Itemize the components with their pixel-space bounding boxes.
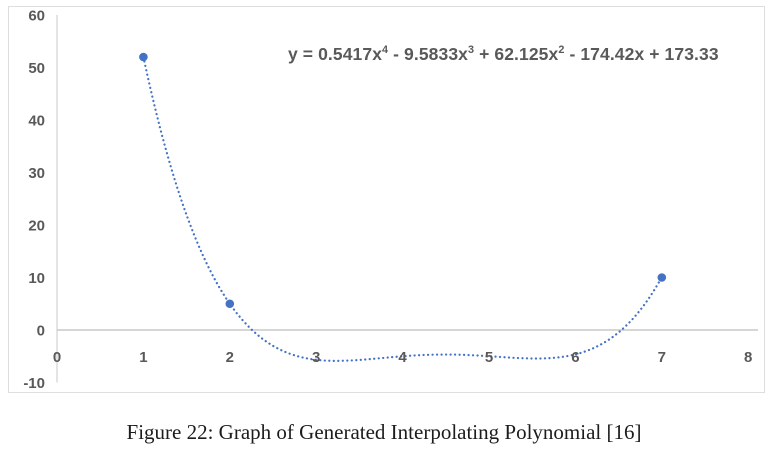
x-axis-tick-label: 5 (485, 349, 493, 366)
equation-text: - 9.5833x (388, 44, 468, 64)
y-axis-tick-label: 40 (28, 112, 45, 129)
data-point-marker (139, 52, 148, 62)
x-axis-tick-label: 7 (658, 349, 666, 366)
x-axis-tick-label: 0 (53, 349, 61, 366)
x-axis-tick-label: 6 (571, 349, 579, 366)
trendline-curve (142, 55, 663, 362)
equation-exponent: 3 (468, 44, 475, 57)
equation-exponent: 2 (558, 44, 565, 57)
y-axis-tick-label: -10 (23, 375, 45, 392)
y-axis-tick-label: 30 (28, 165, 45, 182)
equation-text: - 174.42x + 173.33 (564, 44, 719, 64)
x-axis-tick-label: 3 (312, 349, 320, 366)
x-axis-tick-label: 1 (139, 349, 147, 366)
equation-text: + 62.125x (474, 44, 559, 64)
y-axis-tick-label: 20 (28, 217, 45, 234)
chart-area: 60 50 40 30 20 10 0 -10 0 1 2 3 4 5 6 7 8 y = 0.5417x4 -… (8, 6, 765, 393)
equation-exponent: 4 (382, 44, 389, 57)
data-point-marker (657, 273, 667, 282)
y-axis-tick-label: 60 (28, 7, 45, 24)
x-axis-tick-label: 8 (744, 349, 752, 366)
y-axis-tick-label: 50 (28, 60, 45, 77)
chart-frame (8, 6, 765, 393)
equation-text: y = 0.5417x (288, 44, 383, 64)
trendline-equation-label: y = 0.5417x4 - 9.5833x3 + 62.125x2 - 174… (288, 44, 719, 65)
x-axis-tick-label: 4 (398, 349, 407, 366)
x-axis-tick-label: 2 (226, 349, 234, 366)
figure-caption: Figure 22: Graph of Generated Interpolat… (126, 420, 642, 444)
data-point-marker (225, 299, 235, 309)
y-axis-tick-label: 0 (37, 322, 45, 339)
y-axis-tick-label: 10 (28, 270, 45, 287)
scatter-chart-svg: 60 50 40 30 20 10 0 -10 0 1 2 3 4 5 6 7 8 (8, 6, 765, 393)
